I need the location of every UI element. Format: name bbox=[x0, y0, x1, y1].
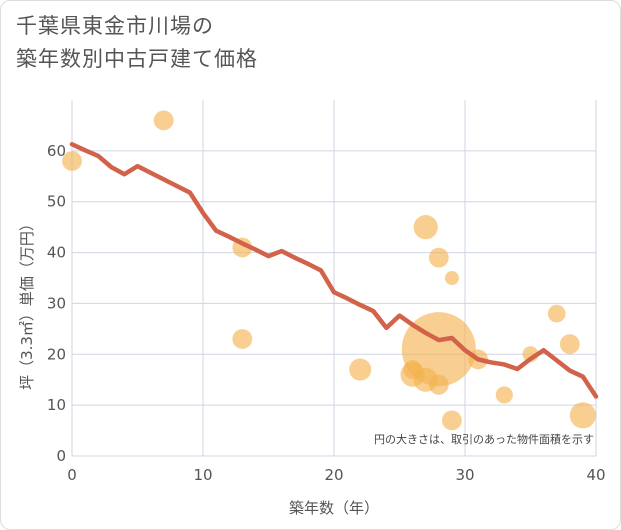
bubble-point bbox=[232, 329, 253, 349]
bubble-point bbox=[495, 386, 513, 404]
x-axis-label: 築年数（年） bbox=[289, 499, 379, 517]
bubble-point bbox=[428, 247, 449, 268]
grid-lines bbox=[71, 100, 597, 457]
y-tick-label: 0 bbox=[56, 447, 66, 465]
x-tick-label: 0 bbox=[67, 466, 77, 484]
bubble-series bbox=[62, 110, 596, 431]
bubble-point bbox=[413, 215, 438, 240]
bubble-point bbox=[547, 304, 566, 323]
y-tick-label: 10 bbox=[47, 396, 66, 414]
bubble-point bbox=[62, 151, 82, 171]
chart-title-line-2: 築年数別中古戸建て価格 bbox=[16, 47, 258, 71]
bubble-point bbox=[349, 358, 372, 381]
x-tick-label: 40 bbox=[586, 466, 605, 484]
bubble-point bbox=[559, 334, 580, 355]
y-tick-label: 20 bbox=[47, 345, 66, 363]
chart-title-line-1: 千葉県東金市川場の bbox=[16, 14, 214, 38]
trend-line bbox=[69, 141, 599, 399]
x-tick-label: 20 bbox=[324, 466, 343, 484]
trend-series bbox=[69, 141, 599, 399]
tick-labels: 0 10 20 30 40 50 60 0 10 20 30 40 bbox=[47, 142, 606, 484]
y-tick-label: 50 bbox=[47, 193, 66, 211]
bubble-point bbox=[428, 374, 449, 395]
y-tick-label: 60 bbox=[47, 142, 66, 160]
y-tick-label: 40 bbox=[47, 244, 66, 262]
y-axis-label: 坪（3.3㎡）単価（万円） bbox=[18, 216, 36, 390]
y-tick-label: 30 bbox=[47, 294, 66, 312]
x-tick-label: 30 bbox=[455, 466, 474, 484]
bubble-point bbox=[153, 110, 174, 131]
bubble-point bbox=[569, 402, 596, 429]
x-tick-label: 10 bbox=[193, 466, 212, 484]
bubble-point bbox=[444, 271, 459, 285]
size-note: 円の大きさは、取引のあった物件面積を示す bbox=[374, 432, 594, 446]
bubble-point bbox=[442, 410, 462, 431]
chart-title: 千葉県東金市川場の 築年数別中古戸建て価格 bbox=[16, 10, 258, 76]
